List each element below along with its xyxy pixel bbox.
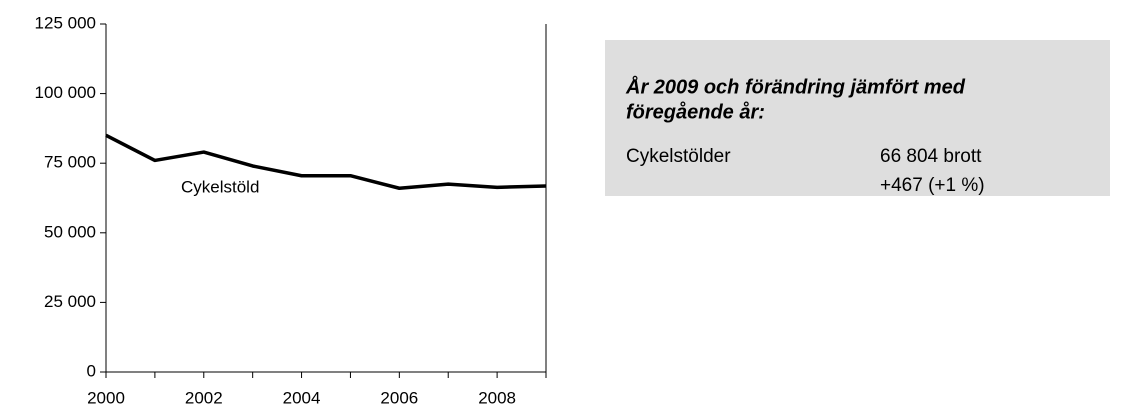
x-tick-label: 2000 — [87, 388, 125, 407]
y-tick-label: 100 000 — [35, 83, 96, 102]
info-box — [605, 40, 1110, 196]
x-tick-label: 2008 — [478, 388, 516, 407]
y-tick-label: 125 000 — [35, 13, 96, 32]
info-value: 66 804 brott — [880, 146, 982, 167]
x-tick-label: 2004 — [283, 388, 321, 407]
info-value: +467 (+1 %) — [880, 175, 985, 196]
y-tick-label: 75 000 — [44, 153, 96, 172]
y-tick-label: 50 000 — [44, 222, 96, 241]
y-tick-label: 0 — [87, 361, 96, 380]
series-label: Cykelstöld — [181, 177, 259, 196]
x-tick-label: 2006 — [380, 388, 418, 407]
info-title: föregående år: — [626, 100, 765, 123]
y-tick-label: 25 000 — [44, 292, 96, 311]
info-label: Cykelstölder — [626, 146, 731, 167]
x-tick-label: 2002 — [185, 388, 223, 407]
info-title: År 2009 och förändring jämfört med — [625, 74, 966, 98]
data-line — [105, 133, 547, 191]
